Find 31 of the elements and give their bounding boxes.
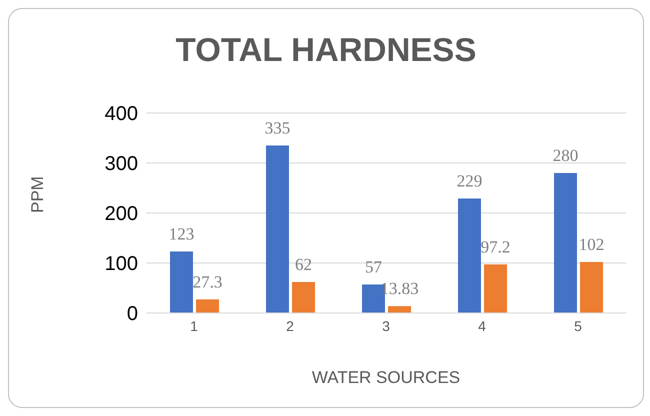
data-label: 102	[578, 235, 604, 254]
data-label: 57	[365, 258, 382, 276]
data-label: 335	[264, 118, 290, 138]
bar	[458, 198, 481, 313]
bar	[484, 264, 507, 313]
bar	[388, 306, 411, 313]
x-tick-label: 3	[382, 318, 390, 334]
data-label: 280	[552, 146, 578, 165]
bar	[554, 173, 577, 313]
bar	[266, 146, 289, 313]
y-tick-label: 300	[104, 153, 138, 176]
x-tick-label: 4	[478, 318, 486, 334]
data-label: 229	[456, 172, 482, 190]
x-tick-label: 2	[286, 318, 294, 334]
data-label: 27.3	[192, 272, 222, 292]
y-tick-label: 400	[104, 103, 138, 126]
bar	[580, 262, 603, 313]
bar	[170, 252, 193, 313]
y-tick-label: 0	[126, 303, 138, 326]
y-axis-title: PPM	[28, 176, 48, 213]
y-tick-label: 100	[104, 253, 138, 276]
data-label: 123	[168, 224, 194, 244]
x-tick-label: 5	[574, 318, 582, 334]
bar	[196, 299, 219, 313]
bar	[292, 282, 315, 313]
chart-title: TOTAL HARDNESS	[174, 31, 478, 69]
x-axis-title: WATER SOURCES	[312, 368, 460, 387]
x-tick-label: 1	[190, 318, 198, 334]
y-tick-label: 200	[104, 203, 138, 226]
data-label: 62	[295, 255, 312, 274]
data-label: 97.2	[480, 237, 510, 256]
